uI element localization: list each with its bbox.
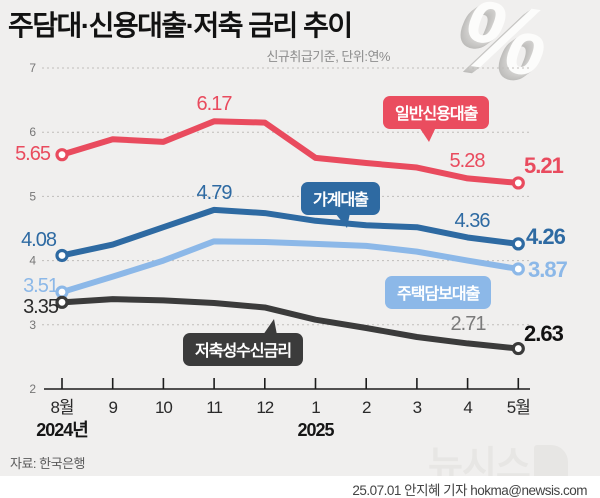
page-title: 주담대·신용대출·저축 금리 추이 [8,10,353,41]
x-tick-label-5: 1 [311,398,320,417]
source-text: 자료: 한국은행 [10,456,85,471]
value-label-general-credit-loan-0: 5.65 [15,143,51,165]
x-year-label: 2025 [297,420,334,440]
watermark-shape-icon [533,444,568,479]
series-callout-savings-deposit-rate: 저축성수신금리 [183,319,304,366]
x-tick-label-4: 12 [256,398,273,417]
value-label-savings-deposit-rate-8: 2.71 [450,313,487,335]
value-label-household-loan-0: 4.08 [21,229,57,251]
x-tick-label-6: 2 [362,398,371,417]
series-callout-mortgage-loan: 주택담보대출 [385,276,492,309]
series-callout-label: 저축성수신금리 [195,343,292,360]
x-tick-label-8: 4 [463,398,472,417]
line-savings-deposit-rate [59,296,522,352]
x-year-label: 2024년 [36,420,88,440]
y-tick-label-4: 4 [29,254,36,268]
footer-strip [0,476,600,498]
reporter-credit: 25.07.01 안지혜 기자 hokma@newsis.com [352,483,587,498]
value-label-household-loan-9: 4.26 [526,224,566,249]
value-label-savings-deposit-rate-0: 3.35 [23,296,59,318]
value-label-savings-deposit-rate-9: 2.63 [524,321,564,346]
marker-savings-deposit-rate-9 [511,341,525,356]
x-tick-label-0: 8월 [50,398,73,417]
marker-household-loan-0 [55,248,69,263]
value-label-mortgage-loan-0: 3.51 [23,275,59,297]
y-tick-label-7: 7 [29,61,36,75]
value-label-general-credit-loan-3: 6.17 [196,93,233,115]
marker-household-loan-9 [511,237,525,251]
x-tick-label-3: 11 [206,398,222,417]
x-tick-label-1: 9 [108,398,117,417]
marker-savings-deposit-rate-0 [55,295,69,309]
line-household-loan [59,206,522,259]
marker-mortgage-loan-0 [55,285,69,299]
x-tick-label-9: 5월 [507,398,530,417]
marker-general-credit-loan-0 [55,148,69,162]
y-tick-label-3: 3 [29,318,36,332]
chart-subtitle: 신규취급기준, 단위:연% [266,49,390,64]
series-callout-label: 주택담보대출 [397,286,480,303]
value-label-mortgage-loan-9: 3.87 [528,257,568,282]
value-label-household-loan-3: 4.79 [196,182,233,204]
line-general-credit-loan [59,118,522,186]
marker-mortgage-loan-9 [511,262,525,276]
value-label-household-loan-8: 4.36 [454,210,491,232]
line-mortgage-loan [59,238,522,296]
x-tick-label-2: 10 [155,398,172,417]
y-tick-label-5: 5 [29,189,36,203]
series-callout-general-credit-loan: 일반신용대출 [383,96,490,142]
marker-general-credit-loan-9 [511,176,525,190]
series-callout-label: 가계대출 [313,192,369,209]
value-label-general-credit-loan-8: 5.28 [449,150,486,172]
series-callout-label: 일반신용대출 [395,106,478,123]
y-tick-label-2: 2 [29,382,36,396]
y-tick-label-6: 6 [29,125,36,139]
x-tick-label-7: 3 [413,398,422,417]
value-label-general-credit-loan-9: 5.21 [524,153,564,178]
series-callout-household-loan: 가계대출 [301,182,380,228]
